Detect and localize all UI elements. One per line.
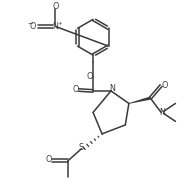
Text: N: N (159, 108, 165, 117)
Text: O: O (45, 155, 52, 164)
Text: N: N (53, 22, 58, 31)
Text: −: − (27, 21, 32, 27)
Text: +: + (58, 21, 62, 26)
Text: O: O (52, 2, 59, 11)
Text: O: O (161, 81, 168, 90)
Text: N: N (109, 84, 115, 93)
Text: O: O (72, 85, 79, 94)
Polygon shape (129, 97, 151, 104)
Text: O: O (87, 72, 93, 81)
Text: O: O (30, 22, 36, 31)
Text: S: S (78, 143, 83, 152)
